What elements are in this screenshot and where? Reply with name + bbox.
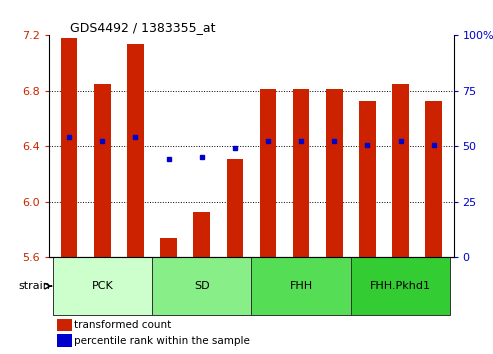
Bar <box>425 101 442 257</box>
Text: FHH.Pkhd1: FHH.Pkhd1 <box>370 281 431 291</box>
Text: strain: strain <box>18 281 50 291</box>
Bar <box>326 90 343 257</box>
Text: SD: SD <box>194 281 210 291</box>
Text: PCK: PCK <box>91 281 113 291</box>
Text: FHH: FHH <box>289 281 313 291</box>
Bar <box>293 90 310 257</box>
Bar <box>57 319 71 331</box>
Bar <box>359 101 376 257</box>
Bar <box>251 257 351 315</box>
Bar <box>227 159 243 257</box>
Bar <box>53 257 152 315</box>
Bar <box>152 257 251 315</box>
Bar <box>127 44 144 257</box>
Bar <box>193 211 210 257</box>
Text: GDS4492 / 1383355_at: GDS4492 / 1383355_at <box>70 21 215 34</box>
Bar <box>57 335 71 347</box>
Bar <box>260 90 276 257</box>
Text: percentile rank within the sample: percentile rank within the sample <box>73 336 249 346</box>
Bar <box>61 38 77 257</box>
Bar <box>392 84 409 257</box>
Bar <box>160 238 177 257</box>
Bar <box>94 84 110 257</box>
Text: transformed count: transformed count <box>73 320 171 330</box>
Bar <box>351 257 450 315</box>
